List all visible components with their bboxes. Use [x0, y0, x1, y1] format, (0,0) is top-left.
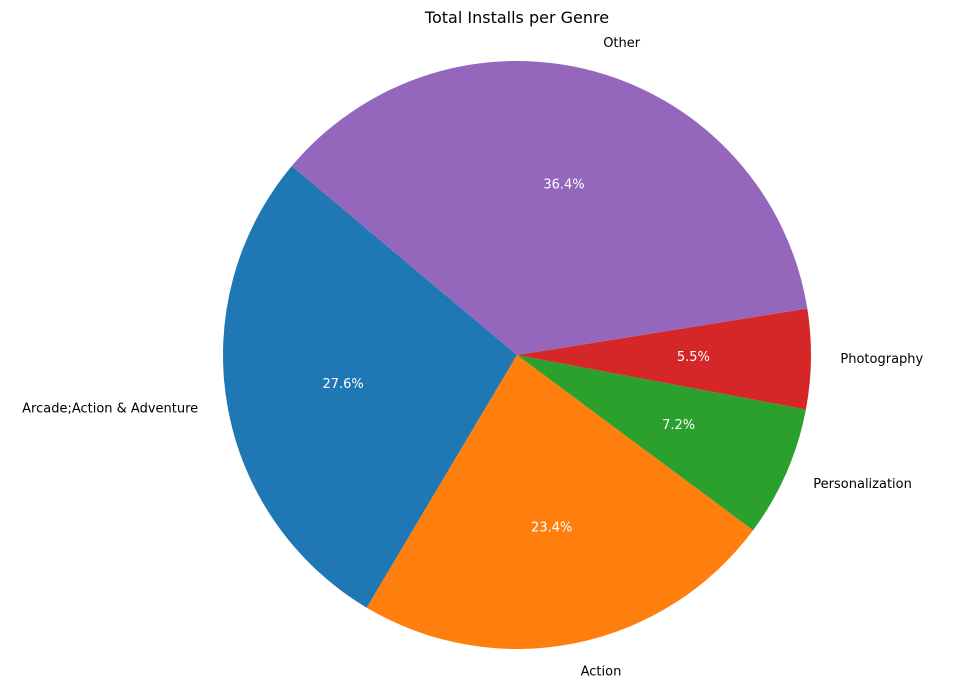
slice-label-personalization: Personalization — [813, 477, 912, 492]
pie-slice-personalization — [517, 355, 806, 531]
pie-slice-arcade-action-adventure — [223, 166, 517, 608]
pie-slice-action — [366, 355, 754, 649]
chart-title: Total Installs per Genre — [424, 8, 609, 27]
pie-slice-photography — [517, 308, 812, 410]
slice-label-photography: Photography — [840, 352, 923, 367]
slice-percent-action: 23.4% — [531, 521, 572, 536]
slice-percent-arcade-action-adventure: 27.6% — [322, 377, 363, 392]
pie-slices — [223, 60, 812, 649]
slice-percent-other: 36.4% — [543, 178, 584, 193]
slice-percent-photography: 5.5% — [677, 350, 710, 365]
slice-percent-personalization: 7.2% — [662, 418, 695, 433]
slice-label-other: Other — [603, 36, 641, 51]
slice-label-arcade-action-adventure: Arcade;Action & Adventure — [22, 402, 198, 417]
slice-label-action: Action — [581, 665, 622, 680]
pie-labels: Arcade;Action & Adventure 27.6% Action 23.4… — [22, 36, 923, 680]
pie-slice-other — [291, 60, 808, 356]
